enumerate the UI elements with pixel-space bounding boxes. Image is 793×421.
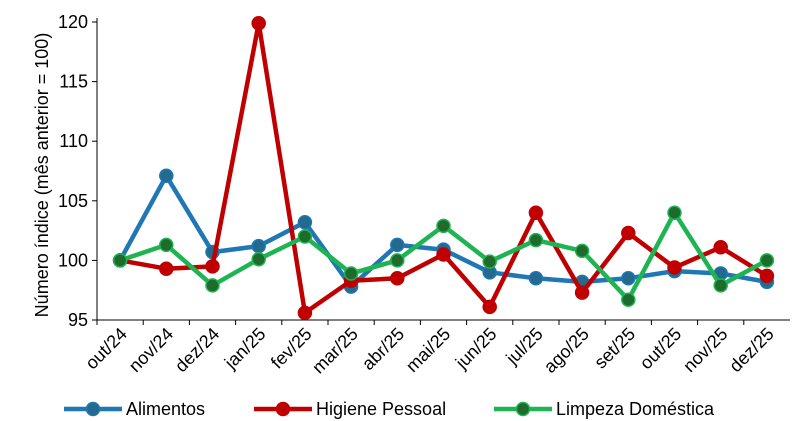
data-point (436, 247, 451, 262)
y-tick-label: 110 (59, 131, 88, 151)
x-tick-label: jan/25 (220, 324, 270, 374)
data-point (528, 271, 544, 286)
data-point (528, 232, 544, 248)
data-point (159, 261, 174, 276)
data-point (528, 205, 544, 220)
x-tick-labels: out/24nov/24dez/24jan/25fev/25mar/25abr/… (81, 320, 778, 378)
data-point (297, 305, 313, 321)
data-point (390, 271, 405, 286)
data-point (159, 237, 174, 253)
data-point (621, 225, 636, 241)
legend-item-1: Higiene Pessoal (254, 399, 446, 419)
x-tick-label: out/24 (81, 324, 131, 374)
x-tick-label: set/25 (590, 324, 639, 373)
y-tick-labels: 95 100 105 110 115 120 (58, 12, 97, 330)
data-point (251, 251, 266, 267)
legend-label: Alimentos (126, 399, 205, 419)
y-tick-label: 105 (58, 191, 88, 211)
x-tick-label: nov/24 (125, 324, 177, 376)
x-tick-label: dez/25 (725, 324, 777, 376)
data-point (297, 229, 313, 244)
data-point (759, 253, 775, 268)
data-point (205, 278, 220, 293)
y-axis-label: Número índice (mês anterior = 100) (32, 33, 52, 318)
legend-label: Limpeza Doméstica (556, 399, 715, 419)
y-tick-label: 115 (59, 72, 88, 92)
x-tick-label: mar/25 (308, 324, 362, 378)
data-point (112, 253, 128, 268)
series-group (112, 15, 775, 321)
axes (96, 18, 790, 321)
x-tick-label: ago/25 (540, 324, 593, 377)
data-point (297, 215, 313, 230)
series-1 (112, 15, 775, 321)
legend-swatch-marker (275, 401, 291, 417)
y-axis-title: Número índice (mês anterior = 100) (32, 33, 52, 318)
data-point (482, 299, 497, 315)
data-point (205, 259, 220, 274)
legend-item-2: Limpeza Doméstica (494, 399, 715, 419)
x-tick-label: fev/25 (267, 324, 316, 373)
legend-swatch-marker (85, 401, 101, 417)
legend-label: Higiene Pessoal (316, 399, 446, 419)
data-point (436, 218, 451, 234)
data-point (251, 238, 266, 254)
legend-swatch-marker (515, 401, 531, 417)
data-point (713, 278, 728, 293)
data-point (390, 237, 405, 253)
x-tick-label: out/25 (636, 324, 686, 374)
data-point (759, 268, 775, 284)
y-tick-label: 120 (58, 12, 88, 32)
x-tick-label: abr/25 (358, 324, 408, 374)
x-tick-label: jun/25 (451, 324, 501, 374)
y-tick-label: 100 (58, 250, 88, 270)
x-tick-label: nov/25 (679, 324, 731, 376)
x-tick-label: mai/25 (402, 324, 454, 376)
data-point (667, 260, 682, 275)
data-point (251, 15, 266, 31)
data-point (621, 271, 636, 286)
x-tick-label: dez/24 (171, 324, 223, 376)
legend-item-0: Alimentos (64, 399, 205, 419)
data-point (574, 243, 590, 259)
legend: Alimentos Higiene Pessoal Limpeza Doméstic… (64, 399, 715, 419)
data-point (621, 292, 636, 307)
data-point (482, 254, 497, 269)
data-point (713, 240, 728, 255)
data-point (574, 285, 590, 300)
y-tick-label: 95 (68, 310, 88, 330)
data-point (159, 168, 174, 184)
data-point (390, 253, 405, 268)
series-2 (112, 205, 775, 307)
data-point (343, 266, 359, 281)
data-point (667, 205, 682, 220)
